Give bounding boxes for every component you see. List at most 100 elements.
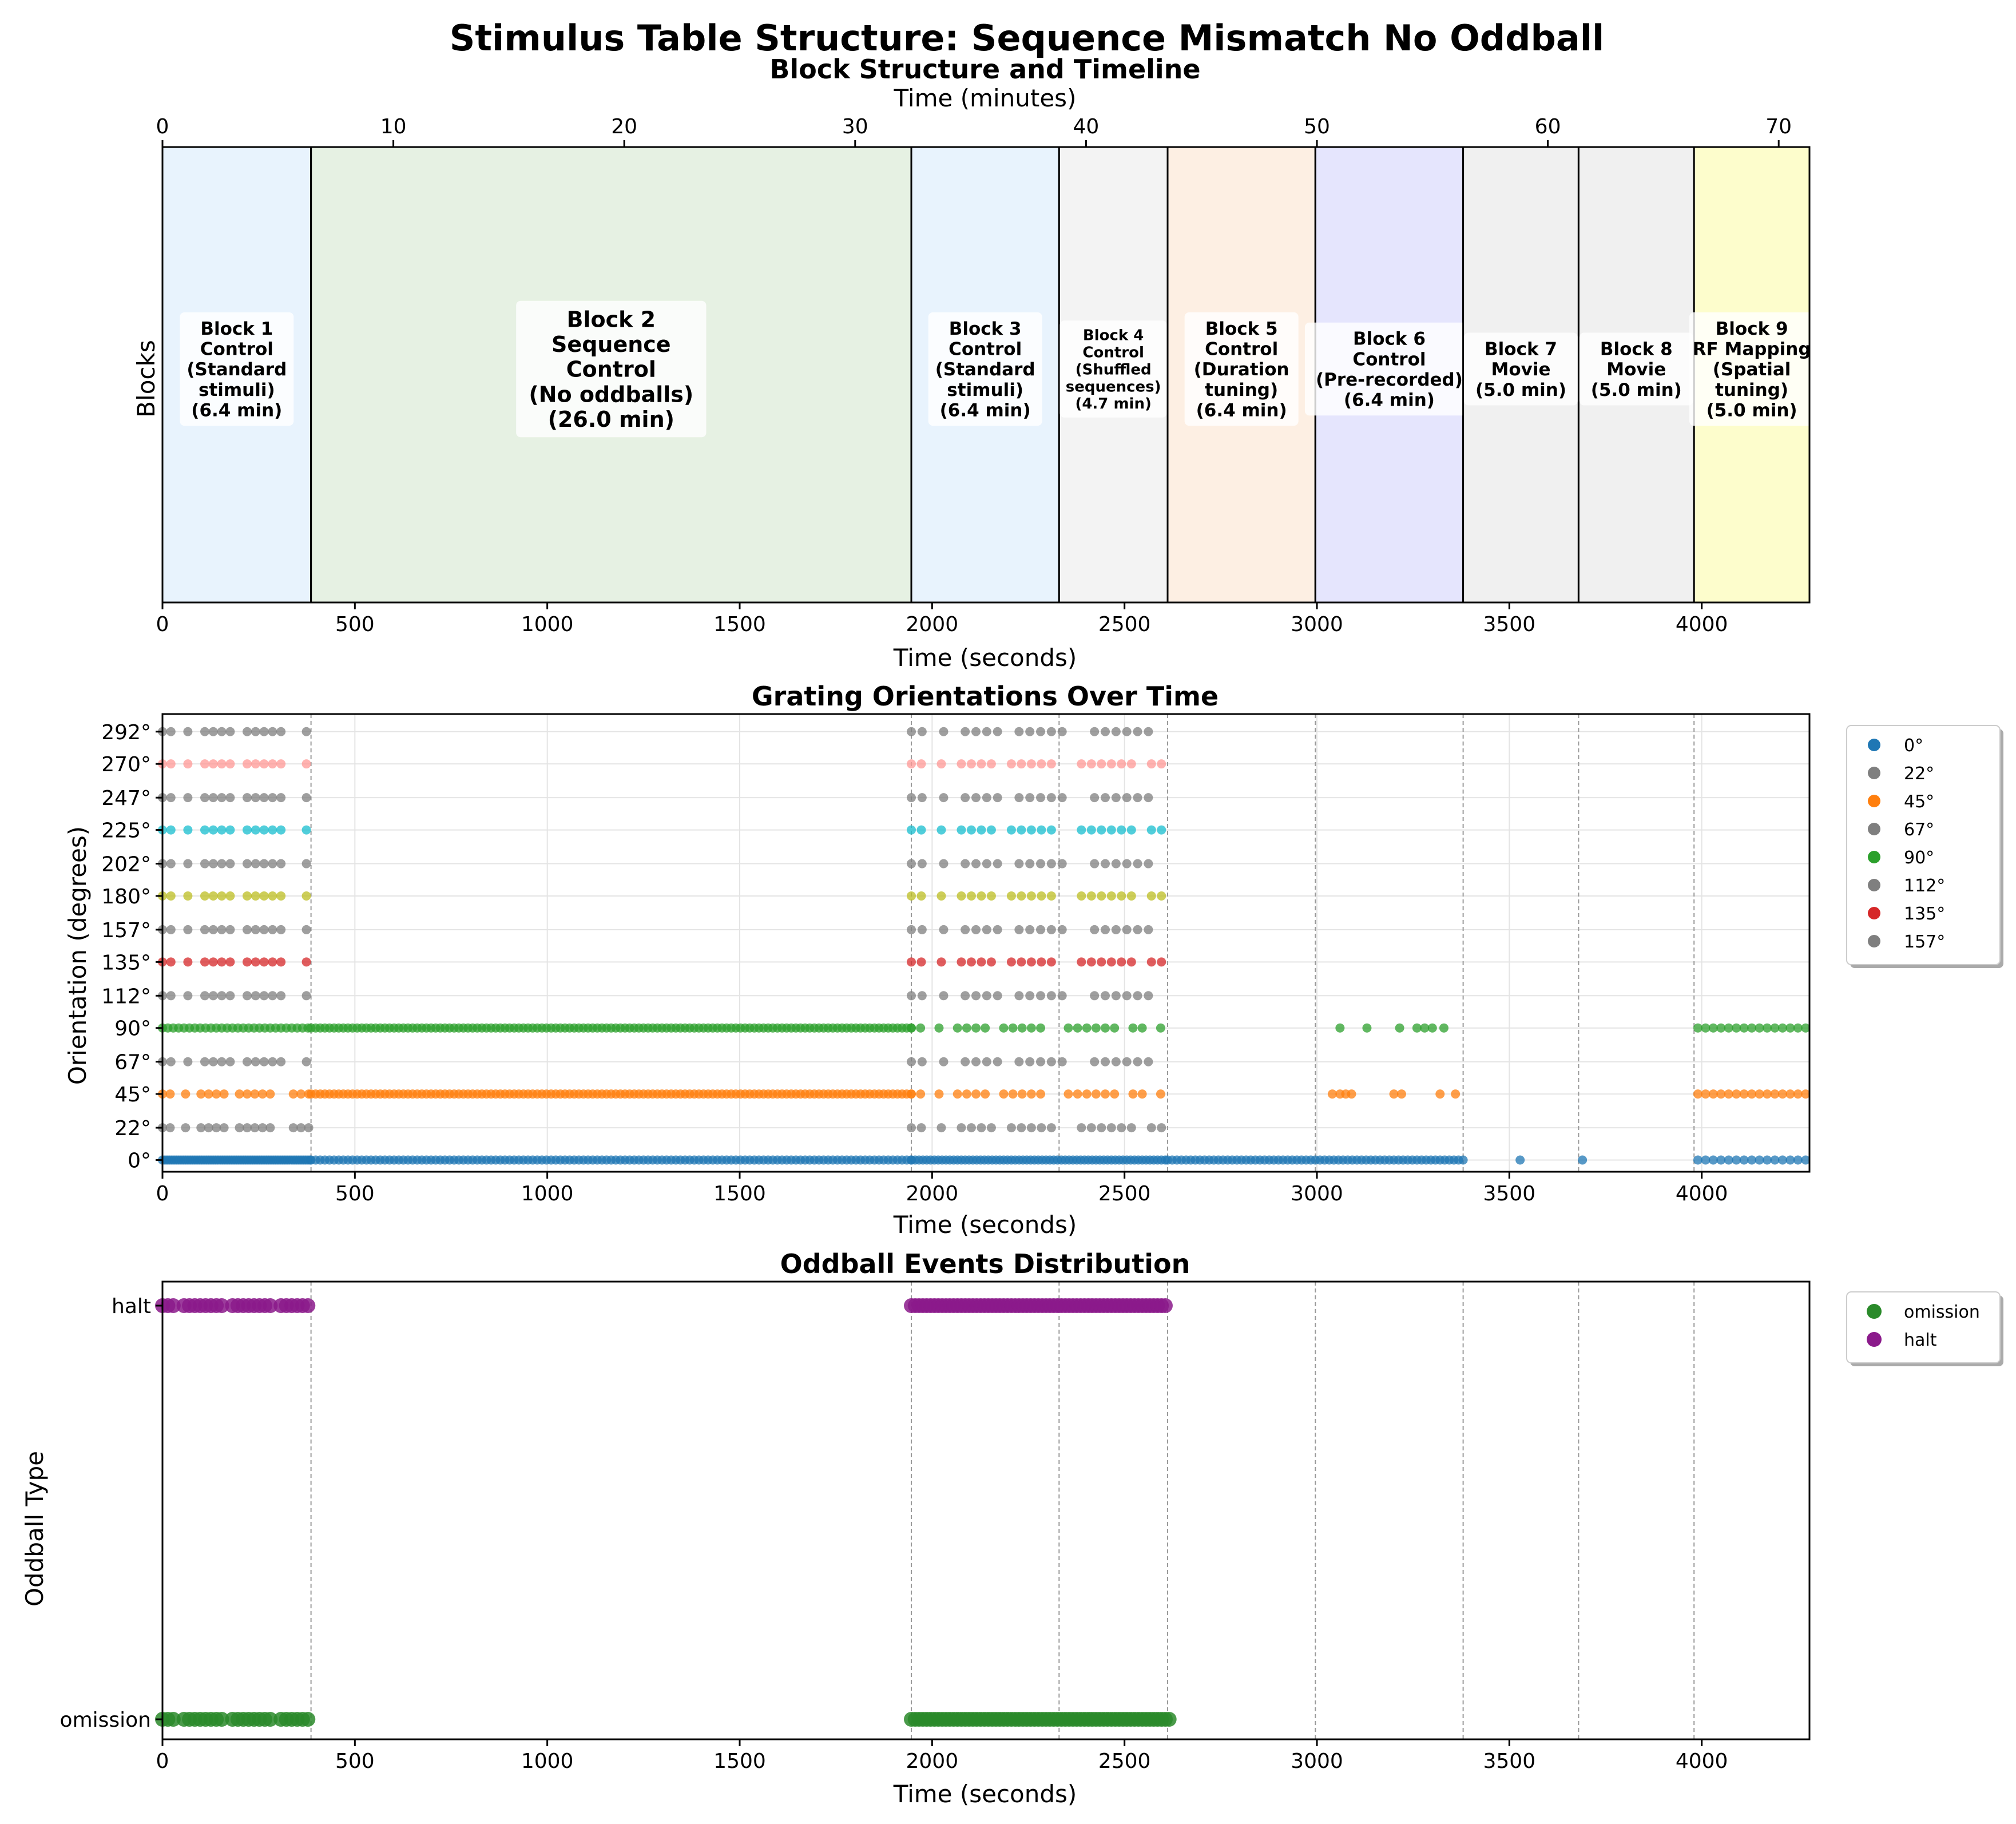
orientation-point [1046,759,1056,769]
orientation-point [1785,1155,1795,1165]
orientation-point [907,1089,916,1099]
block-label-line: (Pre-recorded) [1316,370,1463,390]
block-label-box [1304,322,1474,416]
orientation-point [981,1089,990,1099]
orientation-point [1137,1023,1147,1033]
orientation-point [1037,891,1046,901]
orientation-point [917,925,927,934]
oddball-frame [161,1280,1811,1740]
orientation-point [212,1089,221,1099]
oddball-point [1157,1298,1173,1313]
orientation-point [251,891,260,901]
orientation-point [276,1057,286,1066]
orientation-point [242,925,252,934]
orientation-point [939,793,949,803]
block-label-line: (Shuffled [1076,361,1152,378]
orientation-point [999,1023,1009,1033]
orientation-point [1097,1123,1106,1133]
orientation-point [1427,1023,1437,1033]
orientation-point [1014,1057,1024,1066]
orientation-point [225,825,235,835]
orientation-point [1157,891,1166,901]
orientation-point [1739,1023,1749,1033]
orientation-point [1017,759,1026,769]
orientation-point [242,891,252,901]
orientation-point [1017,825,1026,835]
orientation-point [259,825,269,835]
orientation-point [934,1089,944,1099]
orientation-point [1133,991,1142,1001]
orientation-point [1097,825,1106,835]
x-tick-label: 2500 [1098,1750,1151,1773]
orientation-point [296,1089,306,1099]
legend-marker [1867,1304,1882,1319]
orientation-point [1077,891,1086,901]
orientation-point [1156,1023,1165,1033]
orientation-point [1082,1023,1092,1033]
orientation-point [225,727,235,736]
orientation-point [1014,727,1024,736]
orientation-point [1037,1123,1046,1133]
orientation-point [907,1123,916,1133]
orientation-point [977,957,986,967]
orientation-point [1708,1155,1718,1165]
orientation-point [1057,727,1067,736]
orientation-point [1077,1123,1086,1133]
orientation-point [1025,859,1035,869]
block-label-line: (6.4 min) [1344,390,1435,411]
orientation-point [1008,1023,1018,1033]
orientation-point [993,793,1002,803]
block-label-box [516,300,707,438]
oddball-point [214,1298,229,1313]
orientation-point [1077,759,1086,769]
orientation-title: Grating Orientations Over Time [752,681,1219,712]
orientation-point [217,793,227,803]
orientation-point [1101,727,1110,736]
orientation-point [1133,925,1142,934]
block-label-line: Block 6 [1353,329,1426,350]
minute-tick-label: 70 [1765,115,1792,138]
orientation-point [235,1123,244,1133]
y-tick-label: 270° [101,753,151,776]
orientation-point [961,991,970,1001]
orientation-point [217,991,227,1001]
orientation-point [1144,859,1153,869]
orientation-point [301,825,311,835]
orientation-point [1747,1089,1757,1099]
orientation-point [907,793,916,803]
orientation-point [225,991,235,1001]
y-tick-label: 292° [101,721,151,744]
orientation-point [1025,793,1035,803]
orientation-point [1090,1057,1100,1066]
block-label-line: (4.7 min) [1075,395,1151,413]
block-timeline-panel: Block Structure and Timeline Time (minut… [132,54,1815,672]
orientation-point [1046,727,1056,736]
orientation-point [251,991,260,1001]
orientation-point [276,859,286,869]
orientation-point [1770,1089,1780,1099]
orientation-point [276,925,286,934]
orientation-point [183,727,193,736]
orientation-point [1126,891,1136,901]
orientation-point [166,825,176,835]
orientation-point [183,759,193,769]
orientation-point [1037,759,1046,769]
orientation-point [268,1057,277,1066]
orientation-point [936,825,946,835]
legend-marker [1868,823,1880,835]
orientation-point [225,925,235,934]
block-label-line: Block 4 [1083,327,1144,344]
orientation-point [1732,1155,1741,1165]
orientation-point [259,859,269,869]
orientation-point [1793,1023,1803,1033]
orientation-point [1090,991,1100,1001]
orientation-point [1777,1023,1787,1033]
orientation-point [1046,1057,1056,1066]
orientation-point [1708,1089,1718,1099]
legend-label: 135° [1904,904,1945,924]
orientation-point [200,891,209,901]
orientation-point [1057,1057,1067,1066]
block-label-line: (6.4 min) [1196,400,1287,421]
orientation-point [966,1123,976,1133]
orientation-point [1157,825,1166,835]
